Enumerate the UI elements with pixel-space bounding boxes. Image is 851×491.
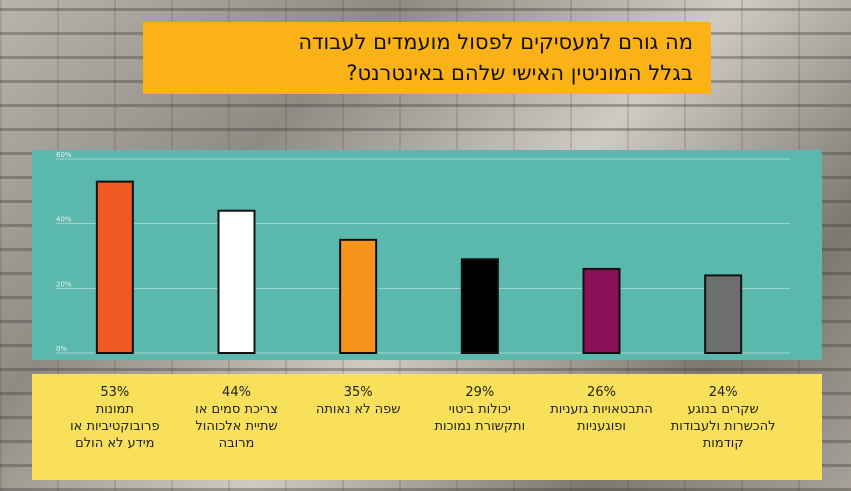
- category-name-line: צריכת סמים או: [195, 402, 278, 417]
- y-tick-label: 40%: [56, 216, 72, 224]
- category-label-4: 29% יכולות ביטוי ותקשורת נמוכות: [417, 384, 543, 435]
- chart-title-line-1: מה גורם למעסיקים לפסול מועמדים לעבודה: [298, 30, 693, 54]
- chart-title-box: מה גורם למעסיקים לפסול מועמדים לעבודה בג…: [143, 22, 711, 94]
- category-name-line: מידע לא הולם: [75, 436, 155, 451]
- category-label-6: 24% שקרים בנוגע להכשרות ולעבודות קודמות: [660, 384, 786, 452]
- data-label: 35%: [343, 385, 373, 400]
- chart-plot-area: 0% 20% 40% 60%: [32, 150, 822, 360]
- bar-3: [339, 238, 378, 354]
- data-label: 26%: [587, 385, 616, 400]
- data-label: 24%: [708, 385, 738, 400]
- bar-6: [704, 274, 743, 354]
- category-name-line: קודמות: [702, 436, 744, 451]
- bar-1: [95, 180, 134, 355]
- category-name-line: התבטאויות גזעניות: [550, 402, 653, 417]
- y-tick-label: 20%: [56, 280, 72, 288]
- bar-2: [217, 209, 256, 354]
- category-label-panel: 53% תמונות פרובוקטיביות או מידע לא הולם 44% צ…: [32, 374, 822, 480]
- y-tick-label: 0%: [56, 345, 67, 353]
- category-label-5: 26% התבטאויות גזעניות ופוגעניות: [539, 384, 665, 435]
- category-name-line: יכולות ביטוי: [448, 402, 511, 417]
- data-label: 44%: [222, 385, 251, 400]
- category-name-line: שקרים בנוגע: [687, 402, 759, 417]
- category-name-line: שתיית אלכוהול: [195, 419, 278, 434]
- y-tick-label: 60%: [56, 151, 72, 159]
- category-name-line: ותקשורת נמוכות: [434, 419, 526, 434]
- category-name-line: תמונות: [95, 402, 134, 417]
- data-label: 29%: [465, 385, 495, 400]
- bar-chart-svg: 0% 20% 40% 60%: [56, 151, 790, 355]
- category-label-1: 53% תמונות פרובוקטיביות או מידע לא הולם: [52, 384, 178, 452]
- category-name-line: להכשרות ולעבודות: [670, 419, 776, 434]
- category-label-3: 35% שפה לא נאותה: [295, 384, 421, 418]
- chart-title-line-2: בגלל המוניטין האישי שלהם באינטרנט?: [346, 61, 693, 85]
- bar-4: [460, 258, 499, 354]
- category-label-2: 44% צריכת סמים או שתיית אלכוהול מרובה: [174, 384, 300, 452]
- category-name-line: פרובוקטיביות או: [70, 419, 160, 434]
- bar-5: [582, 267, 621, 354]
- data-label: 53%: [100, 385, 130, 400]
- category-name-line: ופוגעניות: [577, 419, 626, 434]
- category-name-line: שפה לא נאותה: [315, 402, 401, 417]
- category-name-line: מרובה: [218, 436, 255, 451]
